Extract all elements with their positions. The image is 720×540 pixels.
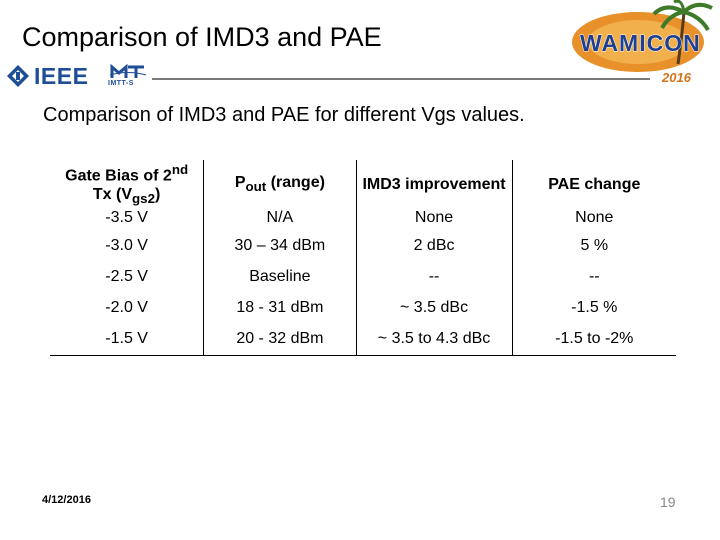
cell-pae: None bbox=[575, 208, 614, 226]
header-imd3-improvement: IMD3 improvement bbox=[356, 160, 513, 209]
cell-imd3: ~ 3.5 to 4.3 dBc bbox=[356, 323, 513, 356]
slide-subtitle: Comparison of IMD3 and PAE for different… bbox=[43, 104, 525, 126]
ieee-diamond-icon bbox=[7, 65, 29, 87]
table-row: -2.5 V Baseline -- -- bbox=[50, 261, 676, 293]
ieee-logo: IEEE bbox=[6, 62, 89, 89]
table-row: -1.5 V 20 - 32 dBm ~ 3.5 to 4.3 dBc -1.5… bbox=[50, 323, 676, 356]
header-pae-change: PAE change bbox=[548, 175, 641, 193]
cell-gate-bias: -2.5 V bbox=[50, 261, 205, 293]
cell-gate-bias: -2.0 V bbox=[50, 292, 205, 324]
cell-pout: N/A bbox=[203, 208, 357, 231]
cell-imd3: 2 dBc bbox=[356, 230, 513, 262]
wamicon-logo: WAMICON bbox=[566, 0, 716, 72]
cell-pae: -1.5 to -2% bbox=[512, 323, 676, 356]
cell-pae: -1.5 % bbox=[571, 299, 618, 317]
cell-gate-bias: -1.5 V bbox=[50, 323, 205, 356]
wamicon-sun-palm-icon bbox=[572, 0, 713, 72]
wamicon-year: 2016 bbox=[662, 70, 691, 85]
table-row: -3.5 V N/A None None bbox=[50, 208, 676, 231]
cell-pout: Baseline bbox=[203, 261, 357, 293]
header-divider bbox=[152, 78, 650, 80]
cell-pae: -- bbox=[588, 268, 600, 286]
ieee-wordmark: IEEE bbox=[34, 62, 89, 89]
mtt-logo: IMTT-S bbox=[108, 63, 148, 90]
cell-imd3: None bbox=[356, 208, 513, 231]
table-row: -3.0 V 30 – 34 dBm 2 dBc 5 % bbox=[50, 230, 676, 262]
table-row: -2.0 V 18 - 31 dBm ~ 3.5 dBc -1.5 % bbox=[50, 292, 676, 324]
header-pout: Pout (range) bbox=[203, 160, 357, 209]
mtt-wordmark: IMTT-S bbox=[108, 80, 134, 87]
mtt-emblem-icon bbox=[109, 63, 147, 78]
cell-imd3: -- bbox=[356, 261, 513, 293]
comparison-table: Gate Bias of 2nd Tx (Vgs2) Pout (range) … bbox=[50, 160, 676, 356]
cell-gate-bias: -3.0 V bbox=[50, 230, 205, 262]
cell-gate-bias: -3.5 V bbox=[50, 208, 205, 231]
wamicon-wordmark: WAMICON bbox=[580, 30, 701, 57]
cell-pout: 30 – 34 dBm bbox=[203, 230, 357, 262]
cell-imd3: ~ 3.5 dBc bbox=[356, 292, 513, 324]
page-number: 19 bbox=[660, 494, 676, 510]
cell-pout: 20 - 32 dBm bbox=[203, 323, 357, 356]
slide-title: Comparison of IMD3 and PAE bbox=[22, 22, 382, 52]
table-header-row: Gate Bias of 2nd Tx (Vgs2) Pout (range) … bbox=[50, 160, 676, 209]
footer-date: 4/12/2016 bbox=[42, 494, 91, 506]
header-gate-bias: Gate Bias of 2nd Tx (Vgs2) bbox=[50, 160, 205, 209]
cell-pae: 5 % bbox=[580, 237, 609, 255]
cell-pout: 18 - 31 dBm bbox=[203, 292, 357, 324]
